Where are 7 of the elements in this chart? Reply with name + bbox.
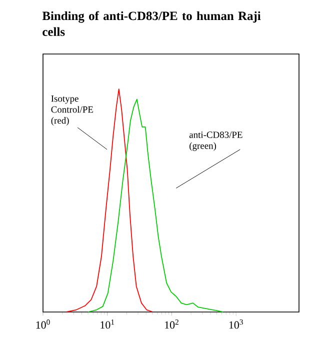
chart-title: Binding of anti-CD83/PE to human Raji cells xyxy=(42,11,261,36)
annotation: anti-CD83/PE (green) xyxy=(189,132,242,151)
x-tick-label: 10$^{2}$ xyxy=(165,320,178,329)
annotation: Isotype Control/PE (red) xyxy=(51,95,94,126)
x-tick-label: 10$^{3}$ xyxy=(229,320,243,329)
x-tick-label: 10$^{1}$ xyxy=(100,320,114,329)
x-tick-label: 10$^{0}$ xyxy=(36,320,50,329)
